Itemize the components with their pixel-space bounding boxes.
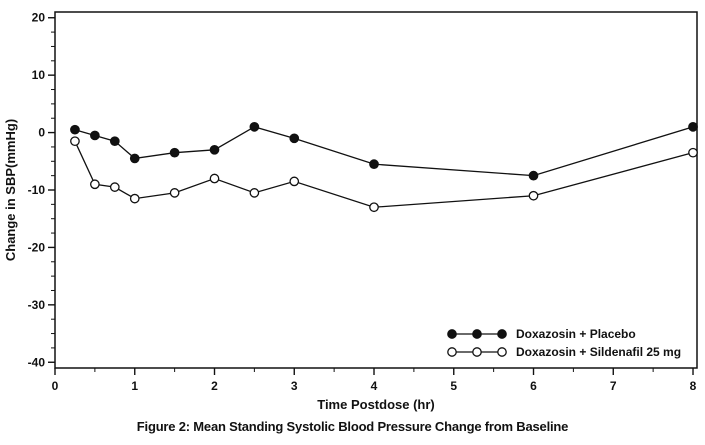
open-circle bbox=[209, 173, 220, 184]
x-tick-label: 1 bbox=[131, 379, 138, 393]
plot-frame bbox=[54, 11, 698, 369]
x-axis-minor-ticks bbox=[94, 368, 654, 372]
x-axis: 0 1 2 3 4 5 6 7 8 bbox=[52, 368, 697, 393]
filled-circle bbox=[528, 170, 539, 181]
y-tick-label: -40 bbox=[28, 355, 46, 369]
open-circle bbox=[249, 188, 260, 198]
open-circle bbox=[688, 147, 698, 158]
x-tick-label: 2 bbox=[211, 379, 218, 393]
open-circle bbox=[129, 193, 140, 204]
y-axis-label: Change in SBP(mmHg) bbox=[3, 119, 18, 261]
filled-circle bbox=[369, 159, 379, 170]
open-circle bbox=[289, 176, 300, 187]
filled-circle bbox=[688, 121, 698, 132]
open-circle bbox=[497, 347, 507, 357]
y-tick-label: 10 bbox=[32, 68, 46, 82]
x-tick-label: 3 bbox=[291, 379, 298, 393]
y-tick-label: -20 bbox=[28, 240, 46, 254]
series-1 bbox=[70, 136, 698, 213]
open-circle bbox=[169, 188, 180, 198]
x-tick-label: 0 bbox=[52, 379, 59, 393]
legend-item-0: Doxazosin + Placebo bbox=[447, 327, 636, 341]
legend: Doxazosin + Placebo Doxazosin + Sildenafi… bbox=[447, 327, 681, 359]
open-circle bbox=[528, 190, 539, 201]
open-circle bbox=[109, 182, 120, 192]
open-circle bbox=[472, 347, 482, 357]
open-circle bbox=[90, 179, 100, 190]
x-axis-label: Time Postdose (hr) bbox=[317, 397, 435, 412]
y-tick-label: 0 bbox=[38, 126, 45, 140]
y-axis: 20 10 0 -10 -20 -30 -40 bbox=[28, 11, 55, 369]
filled-circle bbox=[70, 124, 80, 135]
figure-caption: Figure 2: Mean Standing Systolic Blood P… bbox=[136, 419, 569, 434]
series-0 bbox=[70, 121, 698, 181]
y-axis-minor-ticks bbox=[51, 31, 55, 349]
y-tick-label: -30 bbox=[28, 298, 46, 312]
filled-circle bbox=[472, 329, 482, 339]
filled-circle bbox=[289, 133, 300, 144]
y-tick-label: -10 bbox=[28, 183, 46, 197]
x-tick-label: 5 bbox=[450, 379, 457, 393]
open-circle bbox=[369, 202, 379, 213]
legend-item-1: Doxazosin + Sildenafil 25 mg bbox=[447, 345, 681, 359]
filled-circle bbox=[447, 329, 457, 339]
legend-label: Doxazosin + Sildenafil 25 mg bbox=[516, 345, 681, 359]
filled-circle bbox=[209, 144, 220, 155]
filled-circle bbox=[169, 147, 180, 158]
filled-circle bbox=[90, 130, 100, 141]
x-tick-label: 4 bbox=[371, 379, 378, 393]
open-circle bbox=[447, 347, 457, 357]
x-tick-label: 7 bbox=[610, 379, 617, 393]
filled-circle bbox=[129, 153, 140, 164]
x-tick-label: 8 bbox=[690, 379, 697, 393]
chart-canvas: 20 10 0 -10 -20 -30 -40 0 1 2 3 4 5 6 7 8 Time Postdose … bbox=[3, 11, 698, 412]
legend-label: Doxazosin + Placebo bbox=[516, 327, 636, 341]
x-tick-label: 6 bbox=[530, 379, 537, 393]
open-circle bbox=[70, 136, 80, 147]
filled-circle bbox=[249, 121, 260, 132]
filled-circle bbox=[497, 329, 507, 339]
y-tick-label: 20 bbox=[32, 11, 46, 25]
filled-circle bbox=[109, 136, 120, 147]
